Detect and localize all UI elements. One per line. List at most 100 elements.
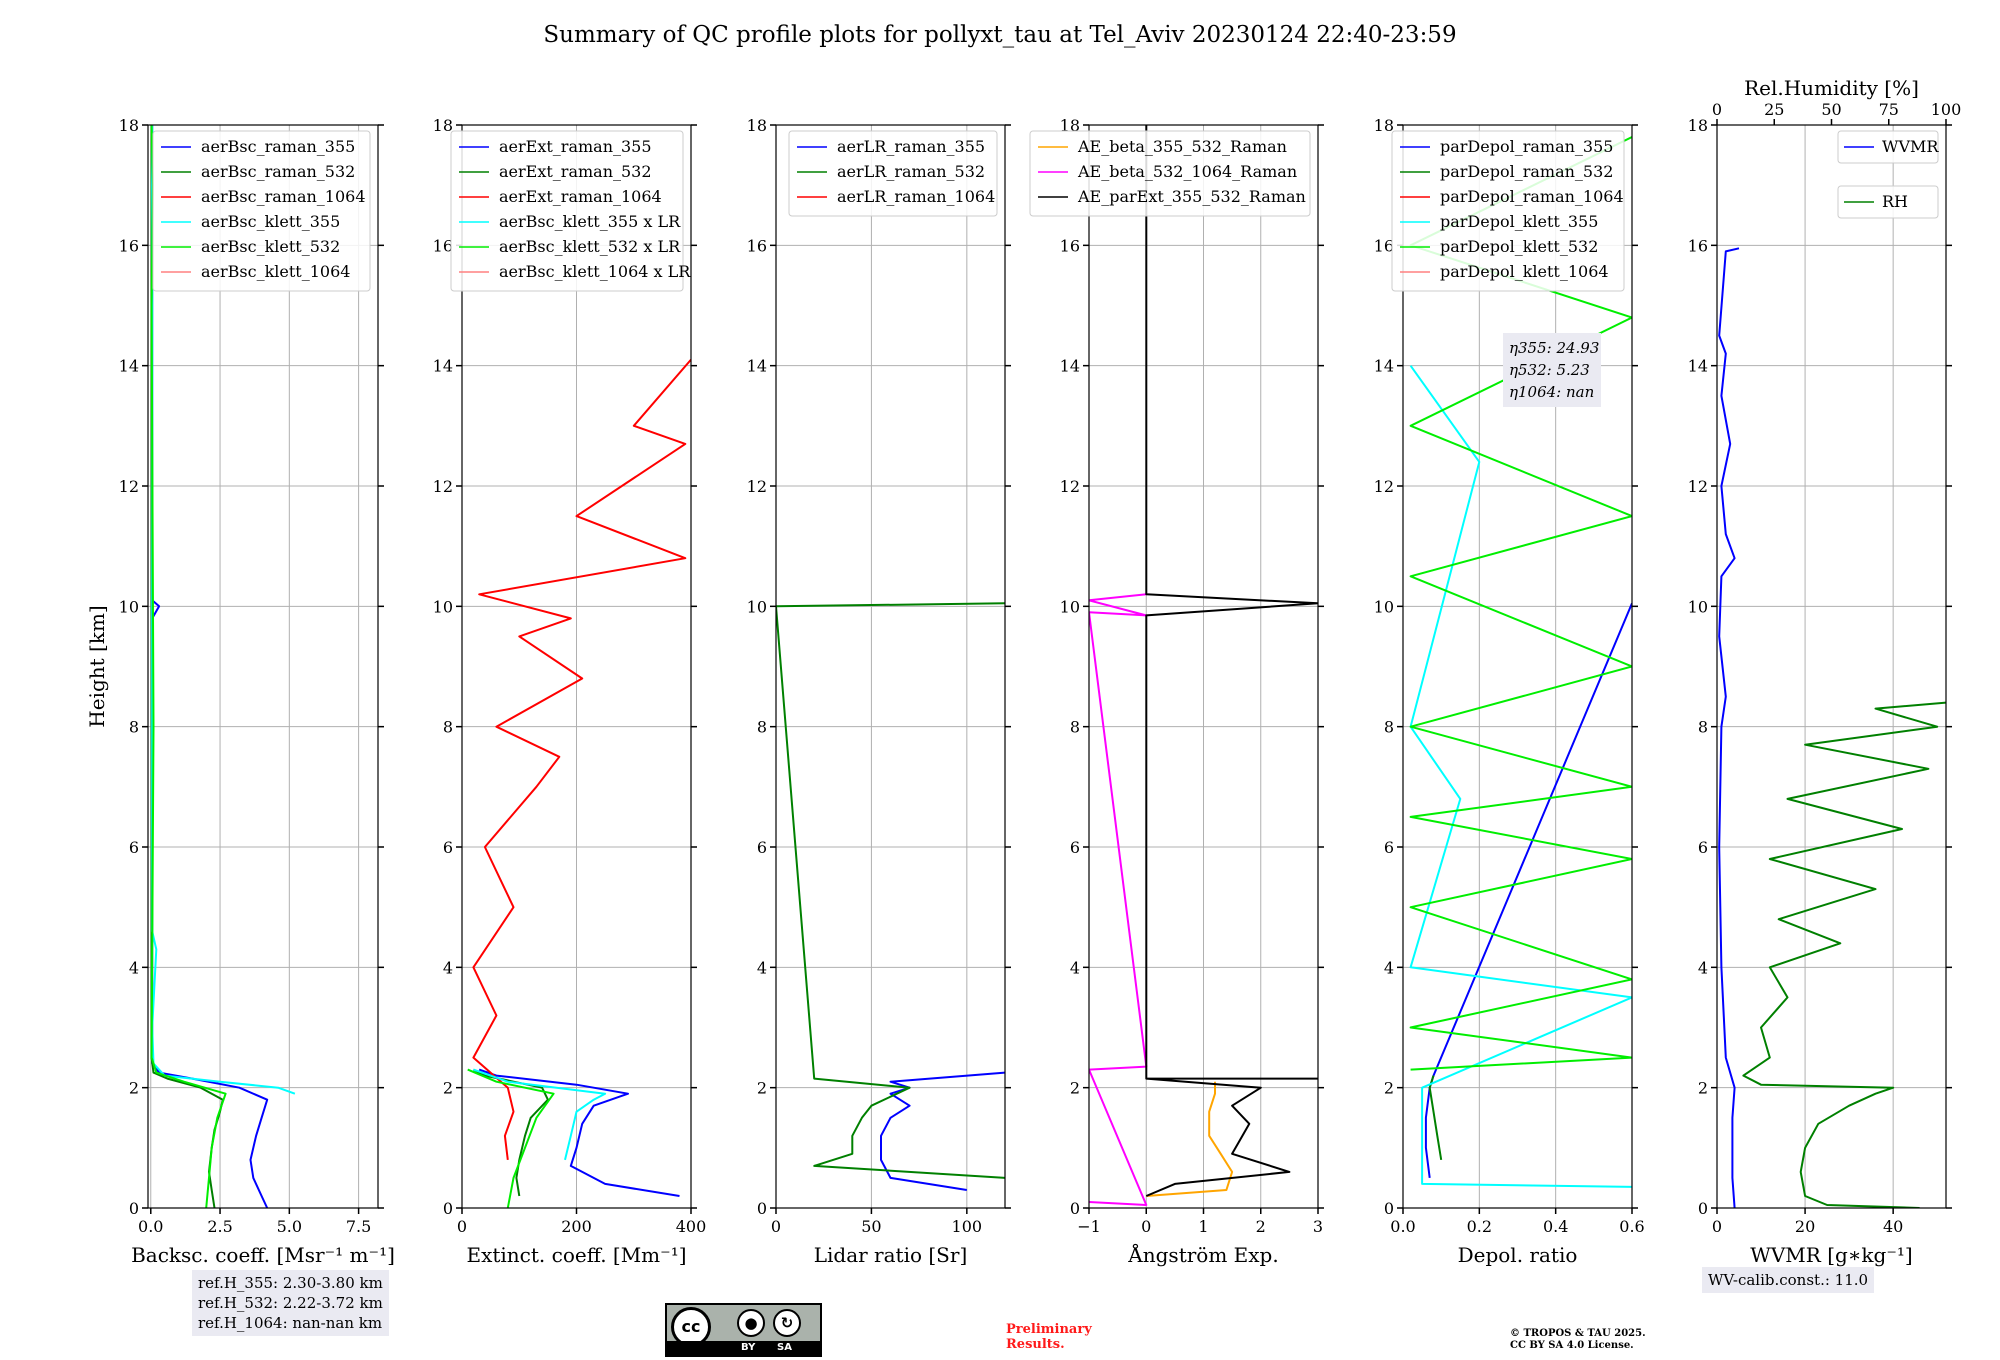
y-tick-label: 8 (1070, 718, 1080, 737)
y-tick-label: 10 (1060, 597, 1080, 616)
x-tick-label: 5.0 (277, 1217, 302, 1236)
x-tick-label: 0.6 (1619, 1217, 1644, 1236)
y-tick-label: 16 (747, 236, 767, 255)
ref-height-532: ref.H_532: 2.22-3.72 km (198, 1294, 383, 1312)
series-group (776, 602, 1005, 1191)
y-tick-label: 0 (1070, 1199, 1080, 1218)
series-line-aerExt_raman_532 (472, 1068, 549, 1197)
y-tick-label: 2 (129, 1079, 139, 1098)
legend-label: aerBsc_klett_355 (201, 212, 340, 231)
series-line-RH (1742, 701, 1946, 1208)
y-tick-label: 12 (119, 477, 139, 496)
top-x-tick-label: 75 (1879, 100, 1899, 119)
y-tick-label: 16 (1060, 236, 1080, 255)
annotation-line: η532: 5.23 (1509, 361, 1590, 379)
y-tick-label: 10 (433, 597, 453, 616)
series-line-aerExt_raman_355 (478, 1068, 680, 1197)
y-tick-label: 18 (1374, 116, 1394, 135)
ref-height-355: ref.H_355: 2.30-3.80 km (198, 1274, 383, 1292)
axes-frame (1716, 124, 1947, 1209)
panel-backscatter: 0 2 4 6 8 10 12 14 16 18 0.0 2.5 5.0 7.5 Backsc. coeff… (119, 116, 395, 1267)
y-tick-label: 0 (443, 1199, 453, 1218)
legend-label: aerBsc_raman_1064 (201, 187, 366, 206)
legend-label: parDepol_raman_1064 (1440, 187, 1624, 206)
x-axis-label: Extinct. coeff. [Mm⁻¹] (466, 1243, 686, 1267)
x-tick-label: 1 (1198, 1217, 1208, 1236)
y-tick-label: 18 (1060, 116, 1080, 135)
y-tick-label: 4 (1070, 958, 1080, 977)
legend-label: WVMR (1882, 137, 1939, 156)
y-tick-label: 14 (433, 357, 453, 376)
y-tick-label: 8 (1384, 718, 1394, 737)
copyright-line-2: CC BY SA 4.0 License. (1510, 1340, 1634, 1351)
by-person-icon: ● (737, 1309, 765, 1337)
series-line-parDepol_raman_532 (1428, 1075, 1443, 1161)
y-tick-label: 0 (757, 1199, 767, 1218)
legend: aerExt_raman_355 aerExt_raman_532 aerExt_r… (450, 130, 691, 292)
preliminary-line-2: Results. (1006, 1337, 1065, 1352)
legend-label: aerLR_raman_355 (837, 137, 985, 156)
legend-label: aerBsc_klett_355 x LR (499, 212, 681, 231)
legend-label: aerBsc_raman_532 (201, 162, 355, 181)
x-tick-label: 40 (1883, 1217, 1903, 1236)
series-line-aerBsc_klett_532 (150, 125, 227, 1208)
annotation-line: η355: 24.93 (1509, 339, 1599, 357)
series-group (467, 358, 691, 1208)
y-tick-label: 16 (433, 236, 453, 255)
y-tick-label: 8 (129, 718, 139, 737)
legend: parDepol_raman_355 parDepol_raman_532 parD… (1391, 130, 1625, 292)
series-line-AE_beta_355_532_Raman (1146, 1081, 1234, 1197)
y-tick-label: 10 (747, 597, 767, 616)
y-tick-label: 14 (1060, 357, 1080, 376)
preliminary-notice: Preliminary Results. (1006, 1322, 1092, 1352)
x-axis-label: Backsc. coeff. [Msr⁻¹ m⁻¹] (131, 1243, 395, 1267)
y-tick-label: 2 (1698, 1079, 1708, 1098)
preliminary-line-1: Preliminary (1006, 1322, 1092, 1337)
series-group (1718, 247, 1946, 1208)
y-tick-label: 6 (129, 838, 139, 857)
legend-box (1837, 185, 1939, 219)
series-line-AE_beta_532_1064_Raman (1089, 593, 1148, 1206)
x-tick-label: 0.2 (1467, 1217, 1492, 1236)
top-x-axis-label: Rel.Humidity [%] (1744, 76, 1919, 100)
eta-annotation: η355: 24.93 η532: 5.23 η1064: nan (1503, 333, 1601, 407)
axes-frame (775, 124, 1006, 1209)
legend-box (1029, 130, 1311, 217)
y-tick-label: 6 (1698, 838, 1708, 857)
y-tick-label: 14 (747, 357, 767, 376)
series-group (1089, 125, 1318, 1206)
x-axis-label: Ångström Exp. (1127, 1242, 1278, 1267)
figure-title: Summary of QC profile plots for pollyxt_… (543, 22, 1457, 48)
legend-label: RH (1882, 192, 1908, 211)
y-tick-label: 0 (129, 1199, 139, 1218)
legend-label: aerExt_raman_355 (499, 137, 652, 156)
series-line-aerBsc_klett_532 x LR (467, 1068, 555, 1208)
y-tick-label: 0 (1698, 1199, 1708, 1218)
y-tick-label: 14 (1374, 357, 1394, 376)
x-tick-label: 0 (771, 1217, 781, 1236)
x-tick-label: 3 (1313, 1217, 1323, 1236)
series-line-aerBsc_raman_355 (151, 125, 269, 1208)
y-tick-label: 2 (757, 1079, 767, 1098)
cc-sa-label: SA (777, 1342, 792, 1353)
annotation-line: η1064: nan (1509, 383, 1594, 401)
y-tick-label: 4 (129, 958, 139, 977)
legend-label: aerBsc_klett_532 (201, 237, 340, 256)
cc-by-label: BY (741, 1342, 756, 1353)
series-line-aerLR_raman_532 (776, 602, 1005, 1179)
x-tick-label: 2 (1256, 1217, 1266, 1236)
legend-box (788, 130, 998, 217)
axes-frame (147, 124, 379, 1209)
ref-height-1064: ref.H_1064: nan-nan km (198, 1314, 383, 1332)
legend-label: aerBsc_klett_1064 (201, 262, 350, 281)
y-tick-label: 18 (747, 116, 767, 135)
legend-label: AE_beta_355_532_Raman (1077, 137, 1287, 156)
legend-label: AE_beta_532_1064_Raman (1077, 162, 1297, 181)
x-tick-label: −1 (1077, 1217, 1101, 1236)
legend-label: aerBsc_klett_1064 x LR (499, 262, 691, 281)
y-tick-label: 4 (1384, 958, 1394, 977)
ref-heights-box: ref.H_355: 2.30-3.80 km ref.H_532: 2.22-… (192, 1270, 389, 1336)
series-group (1409, 136, 1632, 1188)
share-alike-icon: ↻ (773, 1309, 801, 1337)
x-tick-label: 7.5 (346, 1217, 371, 1236)
